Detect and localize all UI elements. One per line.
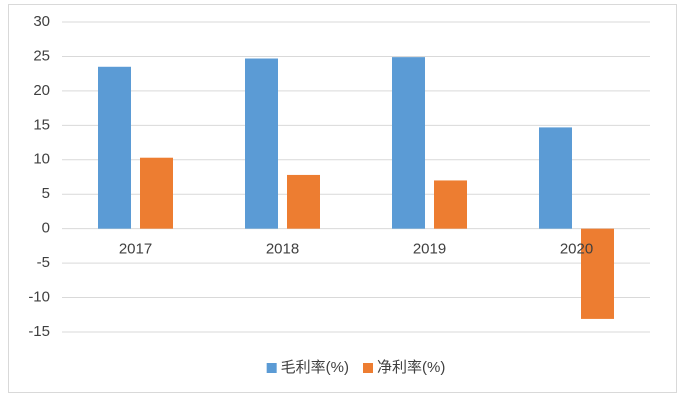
x-tick-label: 2020 [560, 241, 593, 258]
x-tick-label: 2019 [413, 241, 446, 258]
y-tick-label: 30 [33, 13, 50, 30]
legend-label: 净利率(%) [377, 359, 445, 376]
bar [392, 57, 425, 229]
x-tick-label: 2017 [119, 241, 152, 258]
bar [245, 58, 278, 229]
y-tick-label: -5 [37, 254, 50, 271]
legend-swatch [363, 363, 373, 373]
bar [140, 157, 173, 229]
y-tick-label: 20 [33, 82, 50, 99]
x-tick-label: 2018 [266, 241, 299, 258]
y-tick-label: -10 [28, 289, 50, 306]
y-tick-label: 5 [42, 185, 50, 202]
bar [434, 180, 467, 229]
y-tick-label: 10 [33, 151, 50, 168]
bar [98, 66, 131, 229]
y-tick-label: 25 [33, 47, 50, 64]
legend-swatch [266, 363, 277, 373]
y-tick-label: -15 [28, 323, 50, 340]
bar [539, 127, 572, 229]
y-tick-label: 15 [33, 116, 50, 133]
bar [581, 228, 614, 319]
y-tick-label: 0 [42, 220, 50, 237]
bar [287, 174, 320, 229]
legend-label: 毛利率(%) [281, 359, 349, 376]
